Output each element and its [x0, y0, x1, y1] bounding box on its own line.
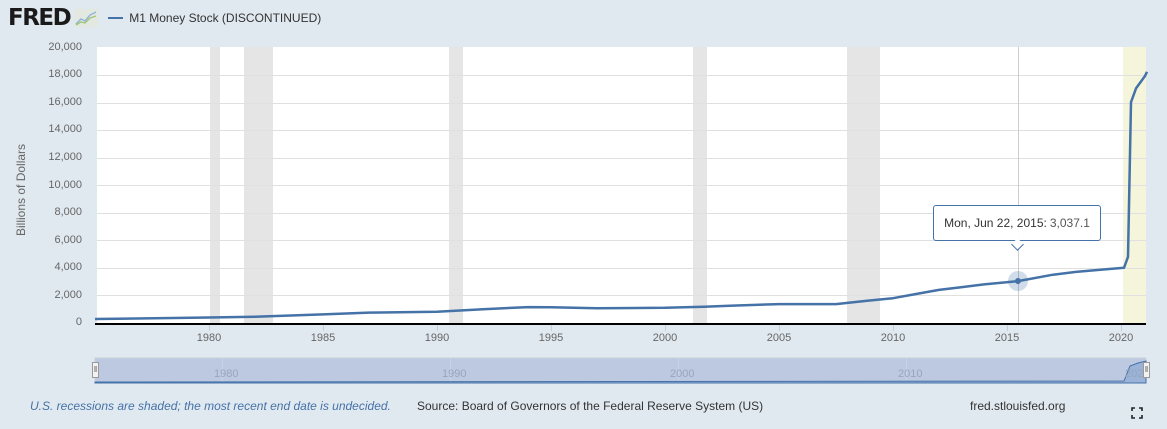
x-tick: 2010 — [880, 332, 906, 344]
y-tick: 4,000 — [54, 261, 82, 273]
y-tick: 18,000 — [48, 68, 82, 80]
y-tick: 12,000 — [48, 151, 82, 163]
x-tick: 2000 — [652, 332, 678, 344]
x-tick: 1985 — [310, 332, 336, 344]
y-tick: 2,000 — [54, 289, 82, 301]
y-tick: 20,000 — [48, 41, 82, 53]
navigator-label: 1980 — [214, 368, 239, 380]
navigator-series — [94, 360, 1147, 384]
source-text: Source: Board of Governors of the Federa… — [417, 399, 764, 413]
navigator-label: 1990 — [442, 368, 467, 380]
x-tick: 1995 — [538, 332, 564, 344]
y-tick: 16,000 — [48, 96, 82, 108]
x-tick: 2020 — [1108, 332, 1134, 344]
legend-swatch — [108, 17, 124, 19]
x-tick: 1990 — [424, 332, 450, 344]
navigator-right-handle[interactable]: ‖ — [1143, 362, 1150, 378]
tooltip: Mon, Jun 22, 2015: 3,037.1 — [933, 205, 1101, 241]
x-tick: 2005 — [766, 332, 792, 344]
x-tick-marks — [209, 325, 1122, 331]
navigator-label: 2010 — [898, 368, 923, 380]
navigator[interactable] — [94, 357, 1147, 384]
hover-point — [1015, 278, 1021, 284]
tooltip-date: Mon, Jun 22, 2015: — [944, 216, 1047, 230]
fullscreen-icon[interactable] — [1131, 407, 1143, 419]
y-tick: 6,000 — [54, 234, 82, 246]
y-tick: 10,000 — [48, 179, 82, 191]
fred-url-link[interactable]: fred.stlouisfed.org — [970, 399, 1066, 413]
navigator-label: 2000 — [670, 368, 695, 380]
navigator-left-handle[interactable]: ‖ — [92, 362, 99, 378]
legend-label: M1 Money Stock (DISCONTINUED) — [129, 11, 322, 25]
series-line[interactable] — [94, 71, 1149, 321]
x-tick: 2015 — [994, 332, 1020, 344]
legend-item[interactable]: M1 Money Stock (DISCONTINUED) — [108, 11, 321, 25]
tooltip-value: 3,037.1 — [1049, 216, 1090, 230]
chart-header: FRED M1 Money Stock (DISCONTINUED) — [8, 4, 321, 32]
x-tick: 1980 — [196, 332, 222, 344]
fred-logo-chart-icon — [74, 9, 99, 27]
navigator-window[interactable] — [94, 357, 1147, 384]
navigator-label: 202 — [1125, 368, 1144, 380]
y-tick: 14,000 — [48, 123, 82, 135]
recession-note: U.S. recessions are shaded; the most rec… — [30, 399, 391, 413]
y-tick: 8,000 — [54, 206, 82, 218]
y-tick: 0 — [75, 316, 82, 328]
fred-logo[interactable]: FRED — [8, 5, 72, 31]
